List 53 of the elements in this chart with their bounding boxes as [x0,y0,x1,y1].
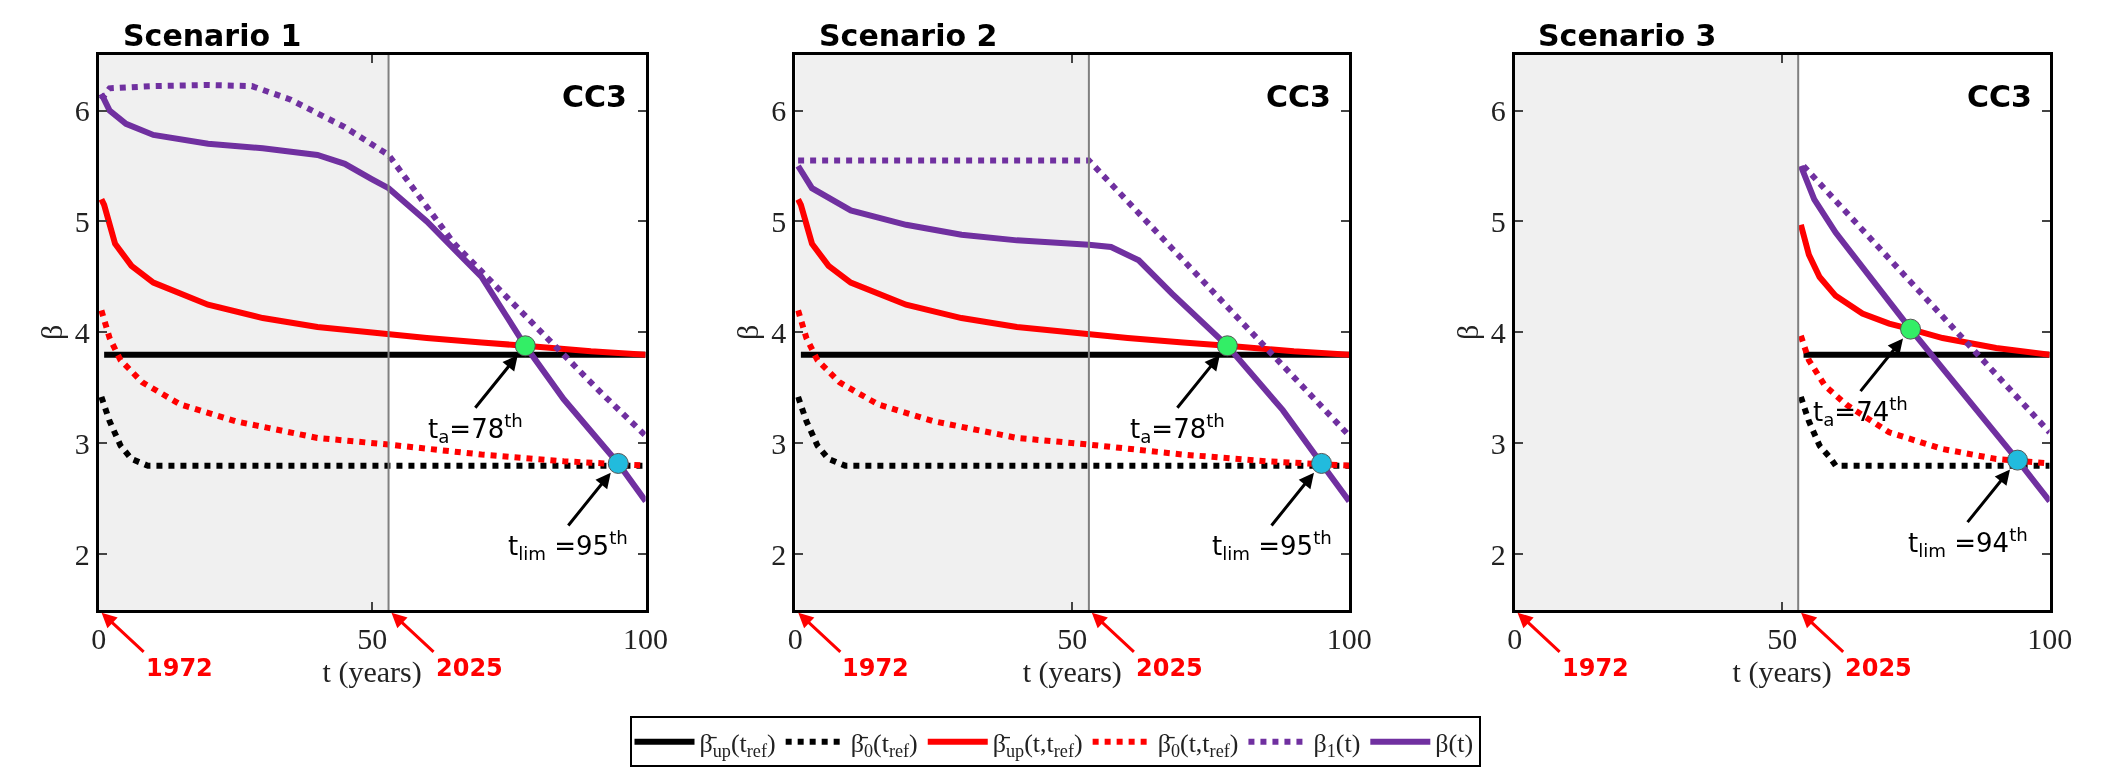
annotation: t$_{lim}$ =95$^{th}$ [508,527,628,565]
text: 1972 [146,654,213,682]
y-tick-label: 3 [74,426,90,460]
text: 2025 [436,654,503,682]
legend-label: β̄$_{up}$(t,t$_{ref}$) [992,728,1083,762]
x-tick-label: 0 [91,621,107,655]
x-axis-title: t (years) [1022,654,1122,689]
annotation: CC3 [1266,79,1331,114]
legend-label: β̄$_{up}$(t$_{ref}$) [699,728,776,762]
x-axis-title: t (years) [322,654,422,689]
y-axis-title: β [731,324,765,341]
y-tick-label: 3 [771,426,787,460]
y-tick-label: 6 [74,94,90,128]
legend-label: β̄$_{0}$(t$_{ref}$) [850,728,918,762]
x-tick-label: 50 [1767,621,1798,655]
x-tick-label: 100 [2027,621,2073,655]
y-axis-title: β [1450,324,1484,341]
y-tick-label: 4 [1490,315,1506,349]
y-tick-label: 4 [771,315,787,349]
text: 1972 [842,654,909,682]
y-tick-label: 5 [771,204,787,238]
x-tick-label: 0 [1507,621,1523,655]
legend-label: β̄$_{0}$(t,t$_{ref}$) [1157,728,1239,762]
y-tick-label: 6 [771,94,787,128]
annotation: t$_{lim}$ =94$^{th}$ [1908,524,2028,562]
chart-title: Scenario 3 [1538,18,1717,53]
legend-label: β(t) [1435,728,1474,758]
x-tick-label: 50 [1057,621,1088,655]
annotation: CC3 [562,79,627,114]
x-tick-label: 100 [1326,621,1372,655]
text: 2025 [1136,654,1203,682]
annotation: t$_{a}$=78$^{th}$ [1130,410,1225,448]
text: 1972 [1562,654,1629,682]
x-axis-title: t (years) [1732,654,1832,689]
chart-title: Scenario 1 [123,18,302,53]
y-tick-label: 3 [1490,426,1506,460]
y-tick-label: 2 [74,537,90,571]
x-tick-label: 0 [787,621,803,655]
y-tick-label: 2 [771,537,787,571]
legend-label: β$_{1}$(t) [1313,728,1361,762]
y-axis-title: β [34,324,68,341]
y-tick-label: 4 [74,315,90,349]
annotation: t$_{lim}$ =95$^{th}$ [1212,527,1332,565]
y-tick-label: 6 [1490,94,1506,128]
annotation: t$_{a}$=78$^{th}$ [428,410,523,448]
y-tick-label: 5 [1490,204,1506,238]
x-tick-label: 100 [623,621,669,655]
chart-title: Scenario 2 [819,18,998,53]
y-tick-label: 5 [74,204,90,238]
x-tick-label: 50 [357,621,388,655]
annotation: CC3 [1967,79,2032,114]
y-tick-label: 2 [1490,537,1506,571]
text: 2025 [1845,654,1912,682]
